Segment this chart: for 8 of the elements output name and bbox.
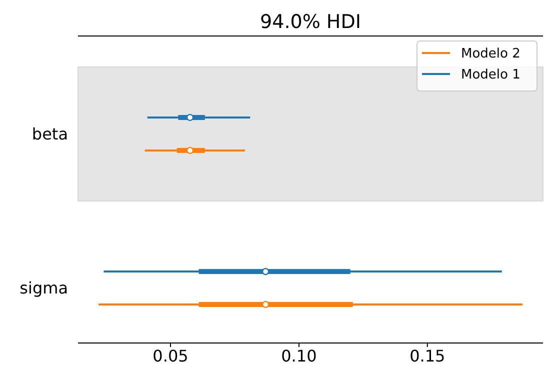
legend-label: Modelo 1 (461, 68, 520, 83)
x-tick-label: 0.10 (281, 346, 317, 366)
legend-label: Modelo 2 (461, 46, 520, 62)
chart-title: 94.0% HDI (260, 11, 361, 33)
y-tick-label: sigma (20, 278, 68, 298)
y-tick-label: beta (32, 124, 68, 144)
x-tick-label: 0.05 (152, 346, 188, 366)
x-tick-label: 0.15 (410, 346, 446, 366)
